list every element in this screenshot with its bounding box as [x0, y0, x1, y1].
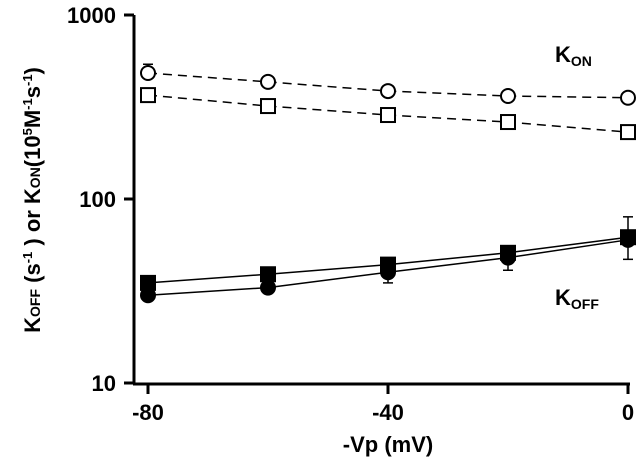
koff-label: KOFF — [555, 285, 599, 312]
data-point-filled-circle — [260, 279, 276, 296]
y-tick-label: 100 — [79, 187, 116, 212]
x-axis-label: -Vp (mV) — [343, 432, 433, 457]
data-point-open-square — [260, 98, 276, 115]
kon-label: KON — [555, 42, 592, 69]
x-tick-label: -40 — [372, 400, 404, 425]
data-point-filled-circle — [620, 231, 636, 248]
data-point-open-circle — [140, 64, 156, 81]
data-point-filled-circle — [380, 264, 396, 281]
data-point-open-circle — [380, 83, 396, 100]
data-point-open-square — [140, 87, 156, 104]
y-axis-label: KOFF (s-1 ) or KON(105M-1s-1) — [20, 67, 45, 333]
data-point-open-circle — [620, 89, 636, 106]
data-point-filled-circle — [140, 287, 156, 304]
y-tick-label: 1000 — [67, 3, 116, 28]
data-point-open-circle — [500, 87, 516, 104]
data-point-filled-circle — [500, 249, 516, 266]
x-tick-label: 0 — [622, 400, 634, 425]
data-point-open-circle — [260, 73, 276, 90]
x-tick-label: -80 — [132, 400, 164, 425]
y-tick-label: 10 — [92, 371, 116, 396]
data-point-open-square — [380, 107, 396, 124]
data-point-open-square — [620, 124, 636, 141]
data-point-open-square — [500, 114, 516, 131]
data-point-filled-square — [260, 266, 276, 283]
